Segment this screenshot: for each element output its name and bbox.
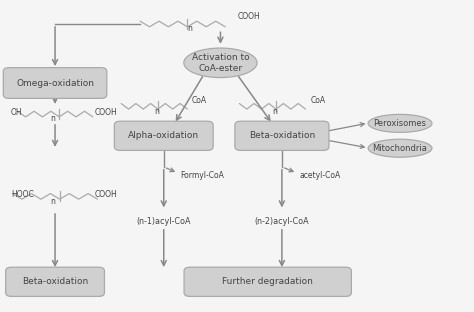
Text: OH: OH: [11, 108, 23, 117]
Text: Omega-oxidation: Omega-oxidation: [16, 79, 94, 87]
Text: (n-1)acyl-CoA: (n-1)acyl-CoA: [137, 217, 191, 226]
Text: Mitochondria: Mitochondria: [373, 144, 428, 153]
Text: Beta-oxidation: Beta-oxidation: [22, 277, 88, 286]
Text: acetyl-CoA: acetyl-CoA: [300, 171, 341, 180]
Text: Peroxisomes: Peroxisomes: [374, 119, 427, 128]
FancyBboxPatch shape: [235, 121, 329, 150]
Text: Further degradation: Further degradation: [222, 277, 313, 286]
FancyBboxPatch shape: [114, 121, 213, 150]
Text: CoA: CoA: [192, 96, 207, 105]
Text: COOH: COOH: [94, 108, 117, 117]
Text: HOOC: HOOC: [11, 190, 34, 199]
Text: Activation to
CoA-ester: Activation to CoA-ester: [191, 53, 249, 72]
Text: COOH: COOH: [238, 12, 261, 21]
Text: Beta-oxidation: Beta-oxidation: [249, 131, 315, 140]
Text: n: n: [50, 114, 55, 123]
FancyBboxPatch shape: [184, 267, 351, 296]
Text: Alpha-oxidation: Alpha-oxidation: [128, 131, 199, 140]
Text: n: n: [273, 107, 277, 116]
FancyBboxPatch shape: [6, 267, 104, 296]
Text: CoA: CoA: [311, 96, 326, 105]
Ellipse shape: [368, 115, 432, 132]
Text: Formyl-CoA: Formyl-CoA: [180, 171, 224, 180]
Ellipse shape: [184, 48, 257, 78]
Text: n: n: [187, 24, 192, 33]
FancyBboxPatch shape: [3, 68, 107, 98]
Text: COOH: COOH: [94, 190, 117, 199]
Text: (n-2)acyl-CoA: (n-2)acyl-CoA: [255, 217, 309, 226]
Text: n: n: [50, 197, 55, 206]
Text: n: n: [154, 107, 159, 116]
Ellipse shape: [368, 139, 432, 157]
